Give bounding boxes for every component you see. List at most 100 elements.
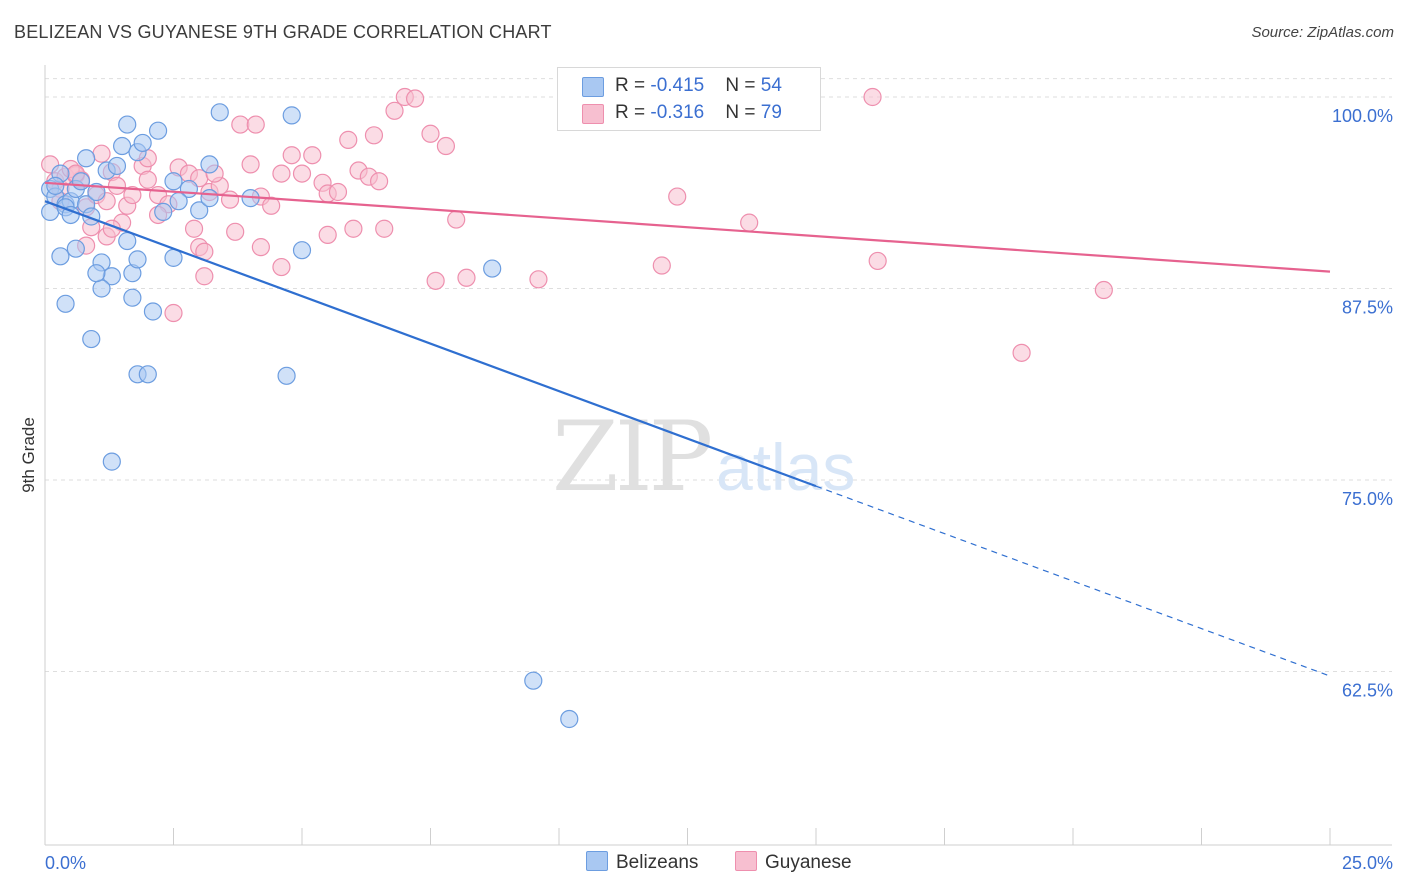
n-value: 54 (760, 75, 782, 96)
belizeans-point (56, 294, 75, 313)
n-value: 79 (760, 102, 782, 123)
belizeans-point (112, 136, 132, 156)
guyanese-point (1094, 280, 1113, 300)
belizeans-point (138, 365, 157, 384)
guyanese-point (272, 257, 291, 277)
guyanese-point (421, 124, 440, 143)
guyanese-point (426, 271, 445, 290)
belizeans-point (118, 115, 137, 134)
guyanese-point (138, 170, 157, 189)
guyanese-point (385, 101, 404, 120)
r-label: R = (615, 102, 651, 123)
guyanese-point (195, 267, 214, 286)
y-axis-label: 9th Grade (19, 417, 38, 493)
y-tick-label: 75.0% (1342, 489, 1393, 509)
guyanese-point (868, 251, 887, 271)
guyanese-point (318, 225, 337, 244)
guyanese-point (457, 268, 476, 287)
n-label: N = (725, 75, 761, 96)
belizeans-trend-line (44, 200, 817, 488)
legend-swatch-blue (582, 77, 604, 97)
guyanese-point (370, 172, 389, 191)
belizeans-point (77, 149, 96, 168)
guyanese-point (529, 270, 548, 289)
r-value: -0.415 (650, 75, 705, 96)
belizeans-point (164, 172, 183, 191)
guyanese-point (123, 185, 142, 205)
y-tick-label: 100.0% (1332, 106, 1393, 126)
trend-lines (44, 181, 1331, 677)
belizeans-point (169, 192, 188, 211)
guyanese-point (339, 130, 358, 149)
guyanese-point (282, 146, 301, 165)
chart-title: BELIZEAN VS GUYANESE 9TH GRADE CORRELATI… (14, 22, 552, 42)
r-label: R = (615, 75, 651, 96)
belizeans-point (46, 176, 65, 195)
belizeans-point (277, 366, 296, 385)
guyanese-point (668, 187, 687, 206)
guyanese-point (272, 164, 291, 183)
belizeans-point (524, 671, 543, 690)
belizeans-point (128, 250, 147, 269)
belizeans-point (282, 106, 301, 125)
guyanese-point (107, 176, 127, 195)
guyanese-point (92, 144, 111, 163)
guyanese-point (226, 222, 245, 241)
guyanese-point (262, 196, 281, 215)
belizeans-point (71, 172, 91, 191)
x-tick-label: 25.0% (1342, 853, 1393, 873)
legend-label: Belizeans (616, 852, 699, 873)
guyanese-trend-line (44, 181, 1331, 273)
belizeans-trend-extension (815, 485, 1331, 677)
watermark: ZIP atlas (552, 401, 855, 513)
belizeans-point (66, 239, 85, 258)
belizeans-point (118, 231, 137, 251)
belizeans-point (102, 452, 121, 471)
belizeans-point (200, 155, 219, 174)
belizeans-point (210, 103, 229, 122)
legend-swatch-pink (582, 104, 604, 124)
belizeans-point (107, 156, 127, 176)
x-tick-label: 0.0% (45, 853, 86, 873)
belizeans-point (92, 279, 111, 298)
guyanese-point (375, 219, 394, 238)
guyanese-point (220, 190, 240, 209)
legend-item-belizeans: Belizeans (586, 851, 698, 874)
belizeans-point (82, 329, 101, 349)
guyanese-point (740, 213, 759, 232)
r-value: -0.316 (650, 102, 705, 123)
legend-swatch-pink (735, 851, 757, 871)
y-tick-label: 87.5% (1342, 298, 1393, 318)
guyanese-point (184, 219, 204, 238)
source-credit: Source: ZipAtlas.com (1251, 24, 1394, 41)
guyanese-point (164, 303, 183, 323)
belizeans-point (148, 121, 168, 140)
belizeans-point (133, 133, 152, 153)
legend-label: Guyanese (765, 852, 852, 873)
guyanese-point (292, 164, 312, 183)
legend-item-guyanese: Guyanese (735, 851, 852, 874)
belizeans-point (123, 288, 142, 307)
guyanese-point (241, 155, 260, 174)
belizeans-point (292, 241, 312, 260)
guyanese-point (251, 238, 270, 257)
guyanese-point (1012, 343, 1031, 362)
belizeans-point (87, 264, 106, 283)
tick-labels: 62.5% 75.0% 87.5% 100.0% 0.0% 25.0% (45, 106, 1393, 873)
belizeans-point (154, 202, 173, 221)
n-label: N = (725, 102, 761, 123)
legend-swatch-blue (586, 851, 608, 871)
guyanese-point (364, 126, 384, 145)
guyanese-point (344, 219, 363, 238)
guyanese-point (436, 136, 456, 156)
guyanese-point (303, 146, 322, 165)
belizeans-point (560, 709, 579, 729)
belizeans-point (483, 259, 502, 278)
guyanese-point (231, 115, 250, 134)
guyanese-point (405, 89, 425, 108)
watermark-atlas: atlas (716, 430, 855, 504)
guyanese-point (447, 210, 466, 229)
guyanese-point (863, 87, 882, 107)
guyanese-point (246, 115, 265, 134)
